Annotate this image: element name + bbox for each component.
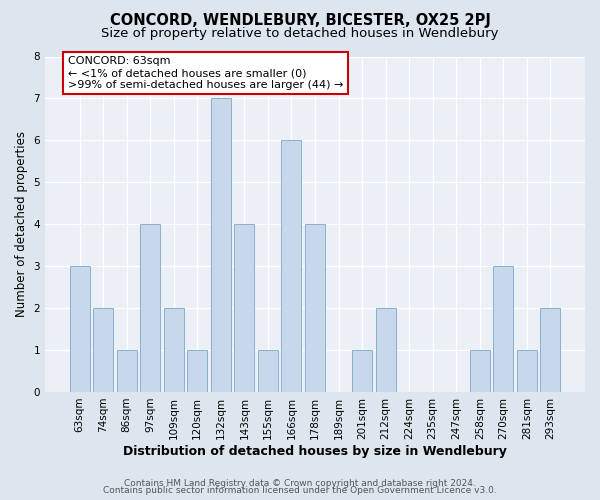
Bar [116, 350, 137, 392]
Text: Size of property relative to detached houses in Wendlebury: Size of property relative to detached ho… [101, 28, 499, 40]
Bar [517, 350, 537, 392]
Bar [93, 308, 113, 392]
Bar [376, 308, 395, 392]
Bar [258, 350, 278, 392]
Bar [187, 350, 208, 392]
X-axis label: Distribution of detached houses by size in Wendlebury: Distribution of detached houses by size … [123, 444, 507, 458]
Bar [140, 224, 160, 392]
Bar [470, 350, 490, 392]
Bar [352, 350, 372, 392]
Bar [211, 98, 231, 392]
Bar [235, 224, 254, 392]
Text: CONCORD: 63sqm
← <1% of detached houses are smaller (0)
>99% of semi-detached ho: CONCORD: 63sqm ← <1% of detached houses … [68, 56, 343, 90]
Bar [70, 266, 89, 392]
Text: Contains HM Land Registry data © Crown copyright and database right 2024.: Contains HM Land Registry data © Crown c… [124, 478, 476, 488]
Bar [281, 140, 301, 392]
Y-axis label: Number of detached properties: Number of detached properties [15, 131, 28, 317]
Text: Contains public sector information licensed under the Open Government Licence v3: Contains public sector information licen… [103, 486, 497, 495]
Text: CONCORD, WENDLEBURY, BICESTER, OX25 2PJ: CONCORD, WENDLEBURY, BICESTER, OX25 2PJ [110, 12, 490, 28]
Bar [305, 224, 325, 392]
Bar [541, 308, 560, 392]
Bar [493, 266, 514, 392]
Bar [164, 308, 184, 392]
